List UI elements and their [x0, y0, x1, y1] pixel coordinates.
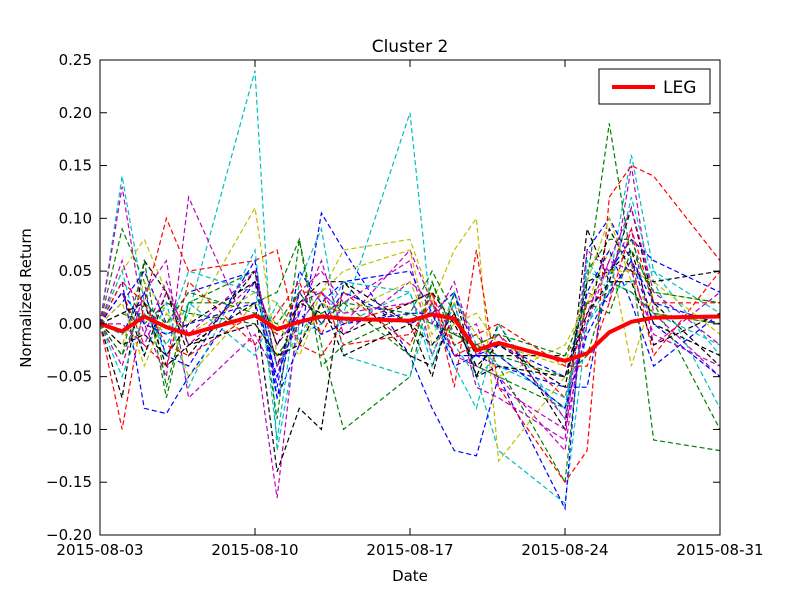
plot-frame: [99, 59, 721, 536]
series-line-23: [100, 259, 720, 421]
series-line-22: [100, 270, 720, 399]
series-layer: [100, 70, 720, 511]
series-line-20: [100, 270, 720, 378]
series-line-9: [100, 227, 720, 442]
x-axis-label: Date: [392, 567, 428, 585]
y-tick-label: 0.20: [59, 104, 92, 122]
y-tick-label: −0.05: [46, 368, 92, 386]
series-line-3: [100, 206, 720, 463]
series-line-6: [100, 205, 720, 472]
y-tick-label: 0.00: [59, 315, 92, 333]
series-line-17: [100, 248, 720, 398]
x-tick-label: 2015-08-31: [676, 541, 763, 559]
y-tick-label: −0.10: [46, 420, 92, 438]
y-tick-label: 0.10: [59, 209, 92, 227]
series-line-4: [100, 123, 720, 485]
series-line-11: [100, 237, 720, 430]
legend-label-leg: LEG: [663, 78, 696, 98]
y-tick-label: −0.20: [46, 526, 92, 544]
series-line-13: [100, 216, 720, 367]
series-line-26: [100, 281, 720, 378]
x-tick-label: 2015-08-17: [366, 541, 453, 559]
y-tick-label: 0.05: [59, 262, 92, 280]
series-line-19: [100, 248, 720, 389]
y-tick-label: 0.25: [59, 51, 92, 69]
x-tick-label: 2015-08-03: [56, 541, 143, 559]
series-line-leg: [100, 312, 720, 363]
y-tick-label: 0.15: [59, 157, 92, 175]
chart-title: Cluster 2: [372, 37, 449, 57]
x-tick-label: 2015-08-24: [521, 541, 608, 559]
y-axis-label: Normalized Return: [17, 228, 35, 368]
axis-ticks: 0.25 0.20 0.15 0.10 0.05 0.00 −0.05 −0.10 −0.15 −…: [46, 51, 764, 559]
series-line-1: [100, 70, 720, 505]
series-line-5: [100, 211, 720, 511]
legend: LEG: [598, 68, 711, 105]
y-tick-label: −0.15: [46, 473, 92, 491]
x-tick-label: 2015-08-10: [211, 541, 298, 559]
series-line-2: [100, 165, 720, 499]
series-line-25: [100, 248, 720, 357]
series-line-14: [100, 259, 720, 399]
